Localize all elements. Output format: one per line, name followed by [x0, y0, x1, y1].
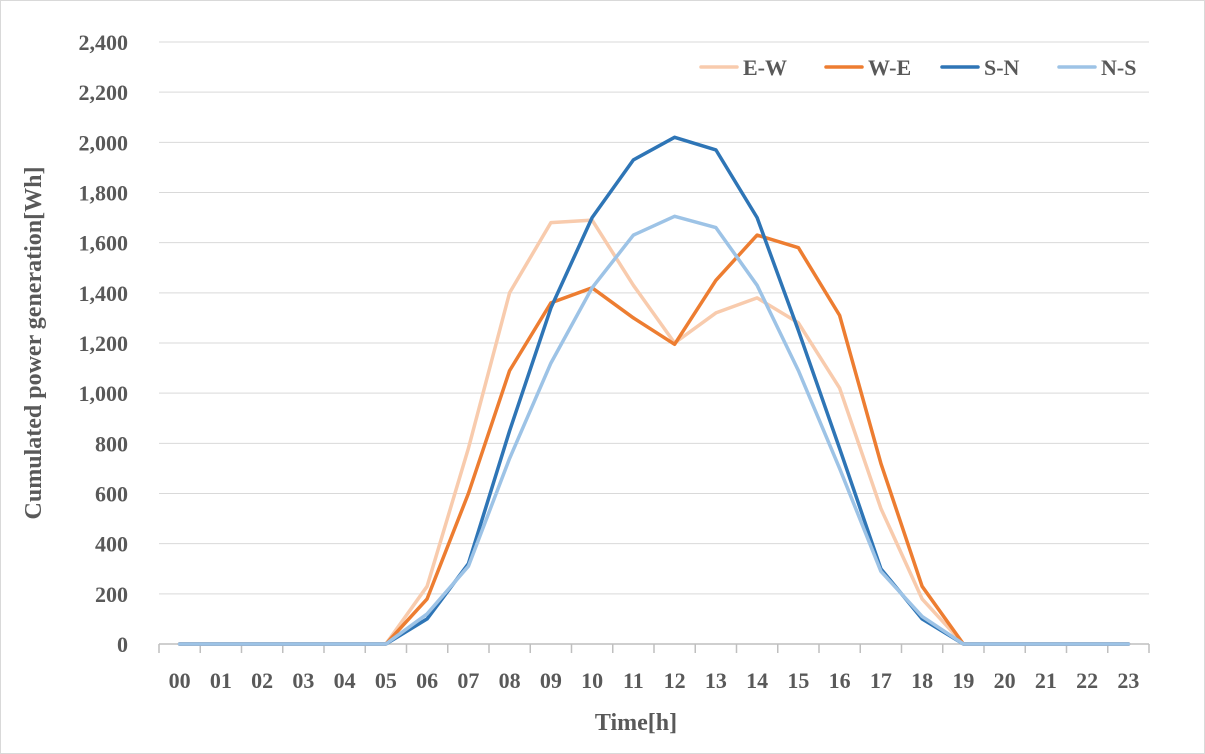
x-tick-label: 00 [169, 668, 191, 693]
x-tick-label: 22 [1076, 668, 1098, 693]
x-tick-labels: 00 01 02 03 04 05 06 07 08 09 10 11 12 13 14 15 16 17 18 19… [169, 668, 1140, 693]
x-axis-title: Time[h] [595, 710, 677, 736]
x-tick-label: 15 [787, 668, 809, 693]
y-tick-label: 200 [95, 582, 128, 607]
y-tick-label: 1,200 [79, 331, 129, 356]
legend-label-e-w: E-W [743, 55, 787, 80]
y-tick-label: 1,800 [79, 181, 129, 206]
y-tick-label: 1,000 [79, 381, 129, 406]
gridlines [159, 41, 1149, 595]
x-tick-label: 13 [705, 668, 727, 693]
x-tick-label: 17 [870, 668, 892, 693]
y-tick-label: 0 [117, 632, 128, 657]
x-tick-label: 05 [375, 668, 397, 693]
x-tick-label: 23 [1117, 668, 1139, 693]
x-tick-label: 09 [540, 668, 562, 693]
y-tick-label: 2,000 [79, 130, 129, 155]
series-lines [177, 135, 1131, 646]
x-tick-label: 14 [746, 668, 768, 693]
y-tick-label: 1,600 [79, 231, 129, 256]
y-tick-label: 600 [95, 482, 128, 507]
x-tick-label: 10 [581, 668, 603, 693]
series-line-s-n [177, 135, 1131, 646]
x-tick-label: 16 [829, 668, 851, 693]
series-line-w-e [177, 233, 1131, 646]
y-axis-title: Cumulated power generation[Wh] [21, 167, 47, 520]
series-line-e-w [177, 218, 1131, 646]
y-tick-label: 2,200 [79, 80, 129, 105]
y-tick-label: 400 [95, 532, 128, 557]
x-tick-label: 07 [457, 668, 479, 693]
x-tick-label: 02 [251, 668, 273, 693]
x-tick-label: 18 [911, 668, 933, 693]
legend: E-W W-E S-N N-S [699, 55, 1136, 80]
x-tick-label: 12 [664, 668, 686, 693]
x-tick-label: 01 [210, 668, 232, 693]
x-tick-label: 08 [499, 668, 521, 693]
x-tick-label: 06 [416, 668, 438, 693]
x-tick-label: 11 [623, 668, 644, 693]
x-tick-label: 21 [1035, 668, 1057, 693]
legend-label-s-n: S-N [984, 55, 1020, 80]
x-tick-label: 20 [994, 668, 1016, 693]
legend-label-w-e: W-E [868, 55, 911, 80]
y-tick-label: 1,400 [79, 281, 129, 306]
legend-label-n-s: N-S [1101, 55, 1136, 80]
series-line-n-s [177, 214, 1131, 646]
y-tick-label: 2,400 [79, 30, 129, 55]
y-tick-labels: 0 200 400 600 800 1,000 1,200 1,400 1,600 1,800 2,… [79, 30, 129, 657]
x-tick-label: 04 [334, 668, 356, 693]
x-tick-label: 03 [292, 668, 314, 693]
y-tick-label: 800 [95, 431, 128, 456]
x-tick-label: 19 [952, 668, 974, 693]
